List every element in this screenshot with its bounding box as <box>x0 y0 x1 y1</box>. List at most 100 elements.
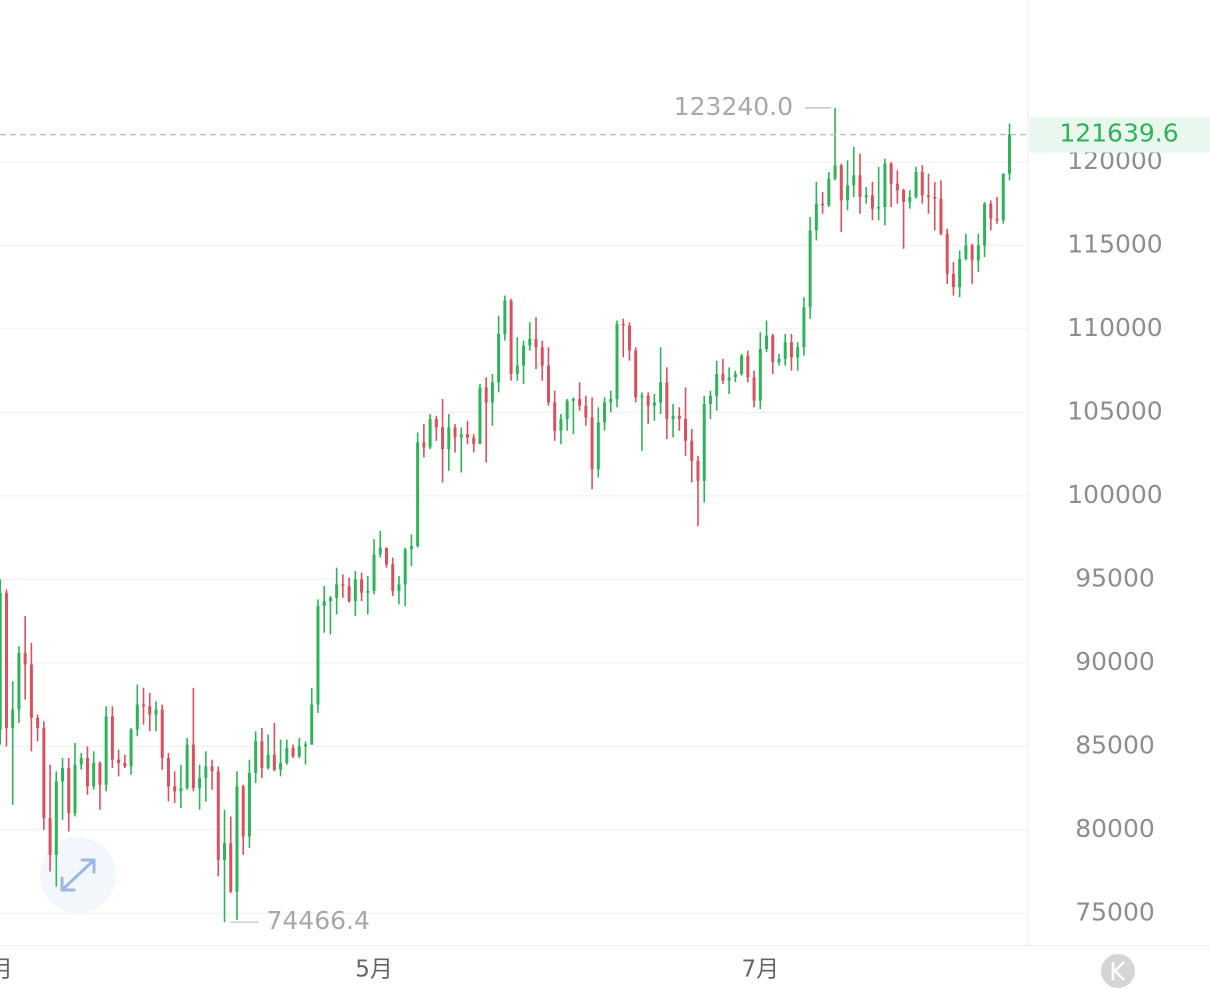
y-tick-label: 85000 <box>1075 730 1155 759</box>
candle-body <box>322 601 326 607</box>
candle-body <box>740 355 744 374</box>
candle-body <box>634 350 638 398</box>
candle-body <box>79 758 83 765</box>
candle-body <box>422 442 426 448</box>
candle-body <box>528 338 532 346</box>
candle-body <box>241 786 245 837</box>
candle-body <box>540 347 544 366</box>
candle-body <box>347 586 351 602</box>
candle-body <box>802 307 806 348</box>
candle-body <box>964 245 968 259</box>
candle-body <box>459 434 463 438</box>
last-price-tag <box>1030 116 1210 153</box>
k-bg <box>1101 954 1135 988</box>
candle-body <box>54 781 58 855</box>
candle-body <box>135 704 139 730</box>
candle-body <box>36 717 40 728</box>
candle-body <box>758 348 762 401</box>
candle-body <box>615 323 619 400</box>
candle-body <box>596 422 600 470</box>
candle-body <box>976 245 980 261</box>
candle-body <box>852 175 856 186</box>
candle-body <box>765 335 769 349</box>
candle-body <box>453 427 457 438</box>
candle-body <box>603 402 607 423</box>
candle-body <box>173 786 177 792</box>
candle-body <box>951 273 955 288</box>
candle-body <box>297 746 301 757</box>
candle-body <box>771 335 775 363</box>
candle-body <box>877 207 881 209</box>
candle-body <box>472 437 476 445</box>
expand-icon <box>60 858 96 892</box>
y-tick-label: 100000 <box>1067 480 1162 509</box>
candle-body <box>509 300 513 374</box>
candle-body <box>609 399 613 403</box>
y-tick-label: 90000 <box>1075 647 1155 676</box>
candle-body <box>858 175 862 198</box>
candle-body <box>808 230 812 308</box>
candle-body <box>254 741 258 774</box>
candle-body <box>846 185 850 201</box>
candle-body <box>378 547 382 555</box>
candle-body <box>310 704 314 745</box>
candle-body <box>553 402 557 431</box>
candle-body <box>11 709 15 728</box>
candle-body <box>1001 173 1005 221</box>
candle-body <box>914 171 918 198</box>
candle-body <box>777 358 781 363</box>
candle-body <box>179 788 183 792</box>
candle-body <box>515 365 519 374</box>
candle-body <box>671 415 675 420</box>
candle-body <box>409 545 413 550</box>
candle-body <box>727 377 731 381</box>
candle-body <box>690 440 694 461</box>
candle-body <box>565 400 569 420</box>
expand-button[interactable] <box>40 837 116 913</box>
candle-body <box>260 741 264 769</box>
x-tick-label: 7月 <box>741 957 779 983</box>
candle-body <box>908 197 912 203</box>
candle-body <box>708 395 712 405</box>
candle-body <box>148 706 152 715</box>
x-tick-label: 3月 <box>0 957 13 983</box>
grid <box>0 161 1028 914</box>
candle-body <box>441 427 445 450</box>
candle-body <box>0 592 2 730</box>
candle-body <box>372 554 376 592</box>
candle-body <box>883 163 887 208</box>
candle-body <box>546 365 550 403</box>
candle-body <box>752 377 756 401</box>
candle-body <box>92 763 96 787</box>
candle-body <box>478 387 482 445</box>
candle-body <box>889 163 893 184</box>
labels: 75000 80000 85000 90000 95000 100000 105000 110… <box>0 92 1210 983</box>
candle-body <box>571 399 575 401</box>
candle-body <box>584 405 588 418</box>
candle-body <box>522 345 526 366</box>
candle-body <box>366 591 370 593</box>
candle-body <box>266 754 270 769</box>
candle-body <box>360 579 364 593</box>
candle-body <box>989 203 993 219</box>
candle-body <box>166 758 170 787</box>
low-label: 74466.4 <box>267 906 370 935</box>
candle-body <box>210 766 214 772</box>
candle-body <box>1007 134 1011 174</box>
candle-body <box>827 178 831 206</box>
y-tick-label: 80000 <box>1075 814 1155 843</box>
k-button[interactable] <box>1101 954 1135 988</box>
candle-body <box>247 773 251 837</box>
candle-body <box>939 198 943 234</box>
candle-body <box>652 402 656 406</box>
candle-body <box>328 597 332 602</box>
last-price-label: 121639.6 <box>1059 119 1178 148</box>
candle-body <box>160 709 164 759</box>
k-icon <box>1111 961 1125 981</box>
candle-body <box>814 203 818 231</box>
candle-body <box>559 419 563 431</box>
candle-body <box>29 664 33 718</box>
y-tick-label: 115000 <box>1067 229 1162 258</box>
candle-body <box>895 183 899 191</box>
